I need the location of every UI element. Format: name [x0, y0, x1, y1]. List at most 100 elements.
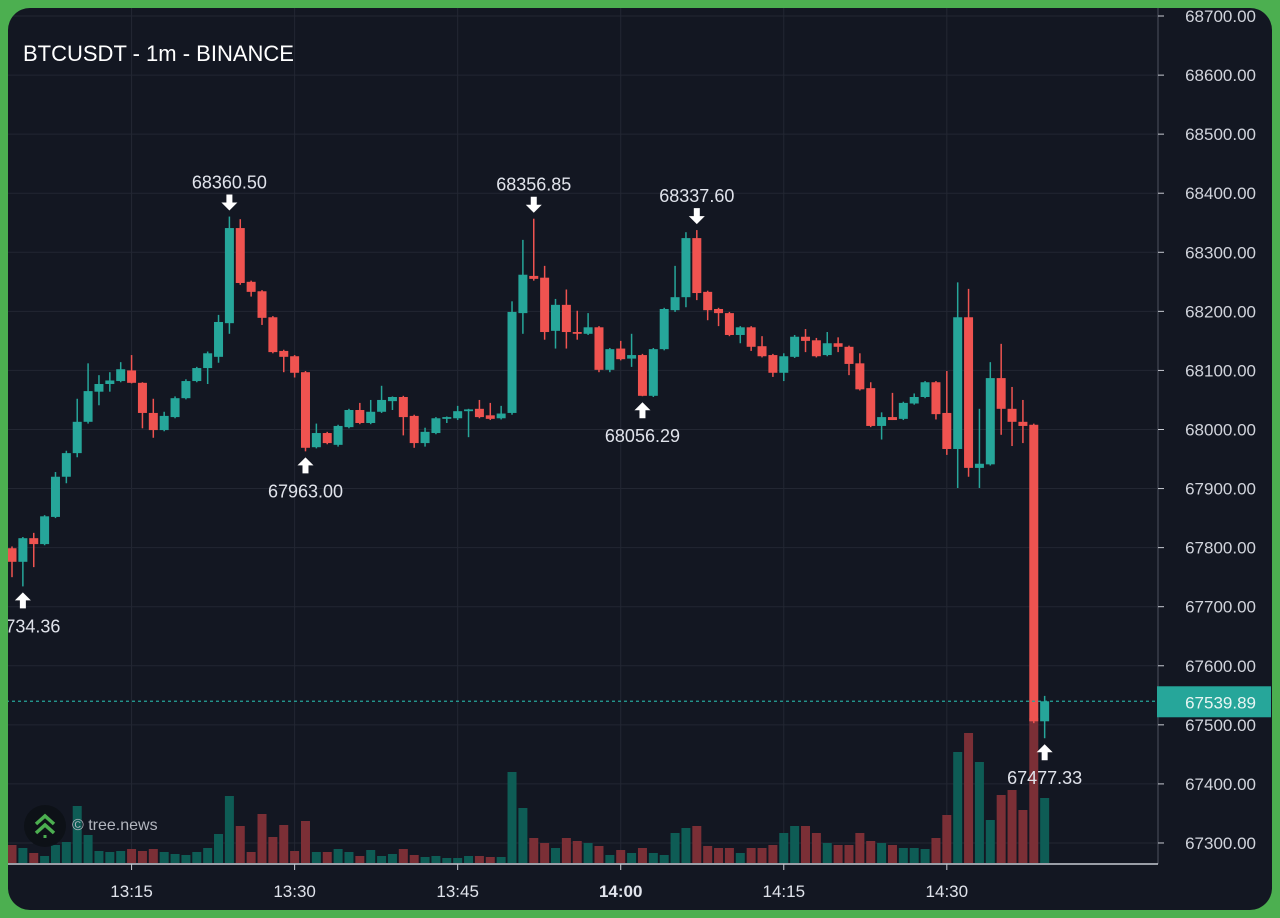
candle	[159, 411, 169, 432]
candle-body	[398, 397, 408, 418]
candle	[572, 310, 582, 340]
candle	[735, 326, 745, 344]
candle-body	[507, 311, 517, 413]
volume-bar	[311, 852, 321, 863]
candle	[409, 414, 419, 448]
candle-body	[387, 397, 397, 402]
price-tick-label: 68700.00	[1185, 8, 1256, 26]
price-tick-label: 68100.00	[1185, 361, 1256, 380]
arrow-up-icon	[634, 402, 651, 419]
annotation-label: 68056.29	[605, 426, 680, 446]
candle-body	[1040, 701, 1050, 722]
candle	[724, 311, 734, 337]
volume-bar	[279, 825, 289, 863]
volume-bar	[72, 806, 82, 863]
candle	[920, 381, 930, 399]
candle	[953, 282, 963, 488]
time-tick-label: 14:30	[926, 882, 969, 901]
arrow-down-icon	[688, 208, 705, 225]
arrow-up-icon	[14, 592, 31, 609]
arrow-up-icon	[297, 457, 314, 474]
volume-bar	[746, 848, 756, 863]
volume-bar	[409, 855, 419, 863]
candle	[931, 381, 941, 420]
candle	[583, 313, 593, 335]
time-tick-label: 14:00	[599, 882, 642, 901]
volume-bar	[648, 853, 658, 863]
candle-body	[355, 409, 365, 423]
volume-bar	[50, 845, 60, 863]
candle	[181, 379, 191, 400]
volume-bar	[224, 796, 234, 863]
arrow-down-icon	[221, 194, 238, 211]
candle-body	[344, 409, 354, 428]
volume-bar	[453, 858, 463, 863]
candle	[866, 382, 876, 428]
low-annotation: 67734.36	[8, 592, 60, 636]
candle-body	[409, 415, 419, 444]
candle	[627, 333, 637, 367]
candle	[822, 332, 832, 357]
volume-bar	[61, 842, 71, 863]
volume-bar	[920, 849, 930, 863]
current-price-badge-bg	[1157, 686, 1271, 718]
candle	[322, 431, 332, 445]
candle-body	[50, 476, 60, 517]
volume-bar	[627, 853, 637, 863]
candle	[72, 398, 82, 458]
candle-body	[996, 378, 1006, 409]
volume-bar	[181, 855, 191, 863]
candle-body	[333, 425, 343, 445]
volume-bar	[931, 838, 941, 863]
candle	[833, 337, 843, 353]
candle-body	[887, 417, 897, 421]
volume-bar	[257, 814, 267, 863]
candle-body	[203, 353, 213, 369]
candle	[203, 351, 213, 385]
candle	[811, 337, 821, 358]
candle	[616, 340, 626, 361]
candle	[648, 347, 658, 398]
candlestick-chart[interactable]: 68700.00 68600.00 68500.00 68400.00 68300.00…	[8, 8, 1272, 910]
volume-bar	[170, 854, 180, 863]
annotation-label: 67734.36	[8, 616, 60, 636]
candle	[398, 395, 408, 436]
volume-bar	[496, 857, 506, 863]
candle-body	[1007, 408, 1017, 422]
candle-body	[148, 412, 158, 431]
candle	[877, 412, 887, 440]
candle	[442, 416, 452, 423]
candle-body	[779, 356, 789, 373]
volume-bar	[485, 857, 495, 863]
candle	[898, 401, 908, 421]
candle-body	[83, 391, 93, 422]
candle	[311, 423, 321, 449]
candle-body	[703, 291, 713, 311]
candle-body	[8, 548, 17, 562]
candle-body	[192, 368, 202, 382]
time-tick-label: 13:45	[436, 882, 479, 901]
candle	[50, 472, 60, 519]
volume-bar	[94, 851, 104, 863]
annotation-label: 68337.60	[659, 186, 734, 206]
candle	[224, 216, 234, 334]
candle-body	[72, 421, 82, 454]
candle-body	[942, 412, 952, 449]
candle	[214, 314, 224, 363]
candle	[692, 230, 702, 301]
candle	[300, 371, 310, 452]
price-tick-label: 68500.00	[1185, 125, 1256, 144]
volume-bar	[659, 855, 669, 863]
candle-body	[648, 349, 658, 396]
volume-bar	[768, 845, 778, 863]
volume-bar	[83, 835, 93, 863]
candle	[127, 355, 137, 384]
candle	[1018, 399, 1028, 444]
candle-body	[920, 382, 930, 398]
candle	[746, 326, 756, 351]
volume-bar	[811, 833, 821, 863]
watermark: © tree.news	[24, 805, 158, 847]
volume-bar	[322, 852, 332, 863]
candle	[420, 427, 430, 447]
volume-bar	[898, 848, 908, 863]
